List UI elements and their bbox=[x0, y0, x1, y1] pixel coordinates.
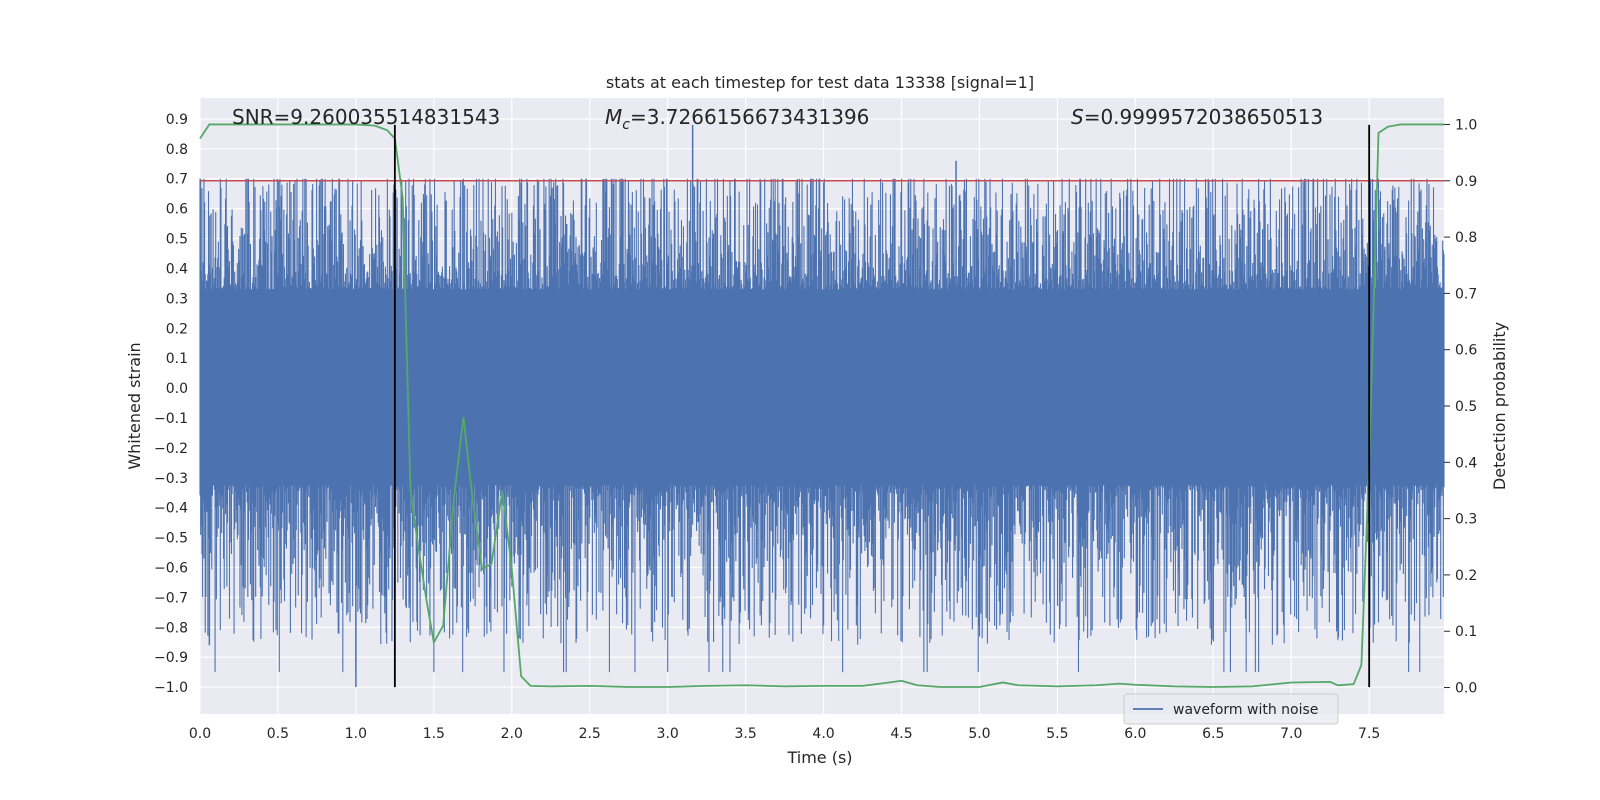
y-tick-label-left: 0.2 bbox=[166, 321, 188, 337]
marker-lines bbox=[393, 124, 1371, 688]
x-tick-label: 5.5 bbox=[1046, 726, 1068, 742]
y-tick-label-left: −0.7 bbox=[154, 590, 188, 606]
x-tick-label: 3.0 bbox=[657, 726, 679, 742]
waveform-core bbox=[200, 316, 1444, 466]
s-value: =0.9999572038650513 bbox=[1084, 105, 1323, 129]
x-tick-label: 4.5 bbox=[890, 726, 912, 742]
y-tick-label-right: 0.5 bbox=[1455, 399, 1477, 415]
y-tick-label-left: 0.7 bbox=[166, 172, 188, 188]
x-tick-label: 6.5 bbox=[1202, 726, 1224, 742]
legend-label: waveform with noise bbox=[1173, 702, 1318, 718]
y-tick-label-left: 0.3 bbox=[166, 291, 188, 307]
legend-box bbox=[1123, 693, 1339, 725]
y-tick-label-right: 0.3 bbox=[1455, 512, 1477, 528]
y-tick-label-left: 0.4 bbox=[166, 261, 188, 277]
x-tick-label: 7.0 bbox=[1280, 726, 1302, 742]
legend: waveform with noise bbox=[1123, 693, 1339, 725]
y-axis-label-left: Whitened strain bbox=[125, 342, 144, 469]
y-tick-label-right: 1.0 bbox=[1455, 117, 1477, 133]
s-annotation: S=0.9999572038650513 bbox=[1071, 105, 1323, 129]
y-tick-label-left: 0.8 bbox=[166, 142, 188, 158]
y-tick-label-left: 0.1 bbox=[166, 351, 188, 367]
y-tick-label-left: −0.5 bbox=[154, 531, 188, 547]
s-symbol: S bbox=[1071, 105, 1084, 129]
y-tick-label-left: −0.9 bbox=[154, 650, 188, 666]
y-axis-label-right: Detection probability bbox=[1490, 322, 1509, 490]
y-tick-label-right: 0.1 bbox=[1455, 624, 1477, 640]
y-tick-label-left: −0.2 bbox=[154, 441, 188, 457]
y-tick-label-right: 0.7 bbox=[1455, 286, 1477, 302]
mc-annotation: Mc=3.7266156673431396 bbox=[605, 105, 869, 133]
y-tick-label-right: 0.4 bbox=[1455, 455, 1477, 471]
y-tick-label-left: −0.1 bbox=[154, 411, 188, 427]
y-tick-label-left: 0.0 bbox=[166, 381, 188, 397]
y-tick-label-left: −0.6 bbox=[154, 560, 188, 576]
mc-subscript: c bbox=[622, 117, 630, 133]
x-tick-label: 3.5 bbox=[734, 726, 756, 742]
y-tick-label-left: 0.9 bbox=[166, 112, 188, 128]
snr-annotation: SNR=9.260035514831543 bbox=[232, 105, 500, 129]
y-tick-label-right: 0.2 bbox=[1455, 568, 1477, 584]
y-tick-label-right: 0.9 bbox=[1455, 174, 1477, 190]
x-tick-label: 7.5 bbox=[1358, 726, 1380, 742]
y-tick-label-right: 0.6 bbox=[1455, 343, 1477, 359]
x-tick-label: 1.5 bbox=[423, 726, 445, 742]
y-tick-label-right: 0.0 bbox=[1455, 681, 1477, 697]
probability-series bbox=[199, 123, 1444, 688]
y-tick-label-left: −0.3 bbox=[154, 471, 188, 487]
mc-symbol: M bbox=[605, 105, 622, 129]
x-tick-label: 1.0 bbox=[345, 726, 367, 742]
x-tick-label: 0.5 bbox=[267, 726, 289, 742]
y-tick-label-left: −1.0 bbox=[154, 680, 188, 696]
x-tick-label: 0.0 bbox=[189, 726, 211, 742]
mc-value: =3.7266156673431396 bbox=[630, 105, 869, 129]
x-axis-label: Time (s) bbox=[786, 748, 852, 767]
y-tick-label-left: 0.5 bbox=[166, 232, 188, 248]
axes: 0.0 0.5 1.0 1.5 2.0 2.5 3.0 3.5 4.0 4.5 5.0 5.5 6.0 6… bbox=[154, 112, 1477, 742]
x-tick-label: 2.5 bbox=[579, 726, 601, 742]
probability-line bbox=[199, 123, 1444, 688]
x-tick-label: 4.0 bbox=[812, 726, 834, 742]
y-tick-label-left: −0.8 bbox=[154, 620, 188, 636]
y-tick-label-left: −0.4 bbox=[154, 501, 188, 517]
x-tick-label: 6.0 bbox=[1124, 726, 1146, 742]
x-tick-label: 2.0 bbox=[501, 726, 523, 742]
x-tick-label: 5.0 bbox=[968, 726, 990, 742]
chart-title: stats at each timestep for test data 133… bbox=[606, 73, 1034, 92]
y-tick-label-right: 0.8 bbox=[1455, 230, 1477, 246]
y-tick-label-left: 0.6 bbox=[166, 202, 188, 218]
